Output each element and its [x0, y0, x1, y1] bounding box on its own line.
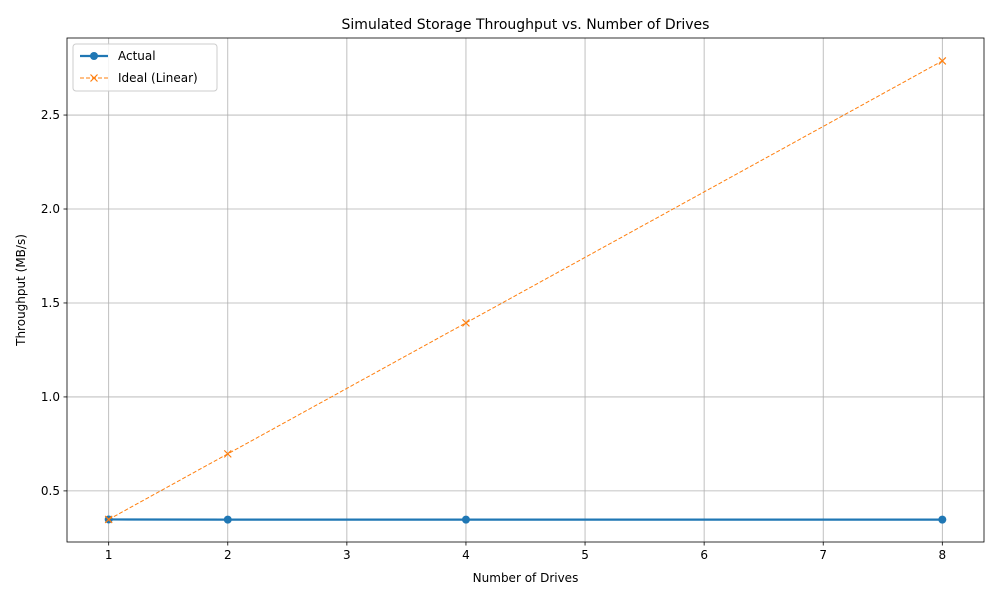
chart-title: Simulated Storage Throughput vs. Number …	[342, 17, 710, 33]
data-point	[462, 318, 470, 327]
x-tick-label: 6	[700, 548, 708, 562]
x-tick-label: 7	[819, 548, 827, 562]
x-tick-label: 5	[581, 548, 589, 562]
series-group	[104, 57, 947, 524]
y-tick-label: 1.5	[41, 296, 60, 310]
legend-box	[72, 43, 218, 92]
data-point	[223, 515, 232, 524]
data-point	[223, 449, 232, 458]
legend-label: Ideal (Linear)	[118, 71, 198, 85]
series-line	[108, 60, 943, 520]
legend-marker	[90, 74, 98, 82]
legend: Actual Ideal (Linear)	[72, 43, 218, 92]
data-point	[104, 515, 113, 524]
x-axis: 1 2 3 4 5 6 7 8	[105, 542, 946, 562]
legend-label: Actual	[118, 49, 156, 63]
y-tick-label: 2.0	[41, 202, 60, 216]
plot-frame	[66, 37, 985, 543]
series-ideal-linear	[104, 57, 947, 524]
data-point	[938, 57, 947, 65]
y-tick-label: 2.5	[41, 108, 60, 122]
y-tick-label: 1.0	[41, 390, 60, 404]
x-tick-label: 2	[224, 548, 232, 562]
x-tick-label: 8	[938, 548, 946, 562]
data-point	[938, 515, 947, 524]
x-tick-label: 3	[343, 548, 351, 562]
x-tick-label: 1	[105, 548, 113, 562]
grid	[67, 38, 984, 542]
y-axis-label: Throughput (MB/s)	[14, 234, 28, 347]
y-axis: 0.5 1.0 1.5 2.0 2.5	[41, 108, 67, 498]
y-tick-label: 0.5	[41, 484, 60, 498]
x-axis-label: Number of Drives	[473, 571, 579, 585]
x-tick-label: 4	[462, 548, 470, 562]
data-point	[461, 515, 470, 524]
legend-marker	[90, 52, 98, 60]
